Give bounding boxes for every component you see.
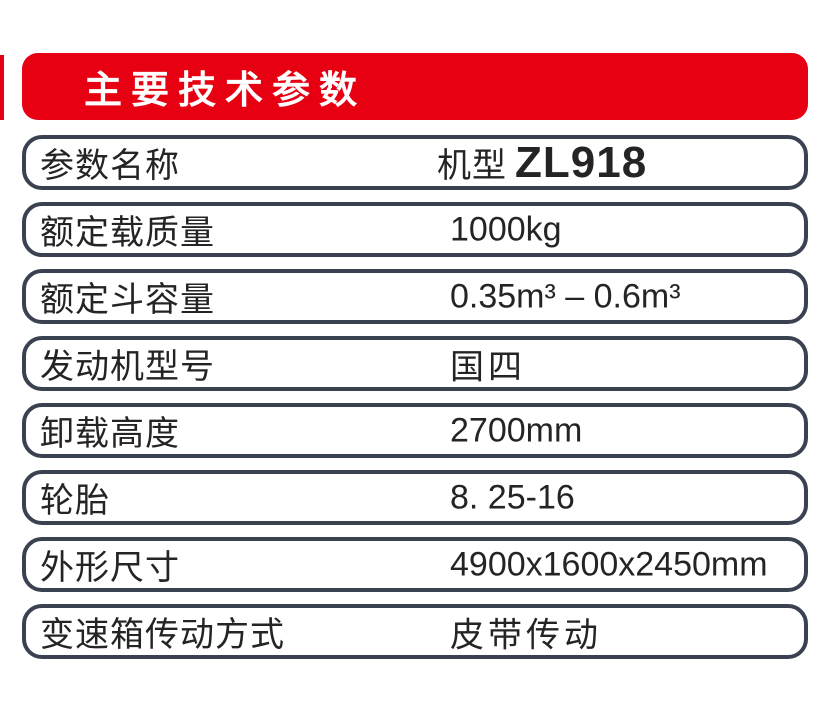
- row-value: 国四: [450, 348, 526, 386]
- table-row-tires: 轮胎 8. 25-16: [22, 470, 808, 525]
- row-label: 参数名称: [40, 147, 180, 185]
- row-label: 额定载质量: [40, 214, 215, 252]
- row-value: 2700mm: [450, 411, 583, 449]
- row-label: 外形尺寸: [40, 549, 180, 587]
- table-row-dimensions: 外形尺寸 4900x1600x2450mm: [22, 537, 808, 592]
- row-label: 额定斗容量: [40, 281, 215, 319]
- row-label: 变速箱传动方式: [40, 616, 285, 654]
- table-row-model: 参数名称 机型 ZL918: [22, 135, 808, 190]
- row-value: 1000kg: [450, 210, 562, 248]
- section-title: 主要技术参数: [84, 70, 367, 112]
- table-row-bucket-capacity: 额定斗容量 0.35m³ – 0.6m³: [22, 269, 808, 324]
- row-label: 卸载高度: [40, 415, 180, 453]
- row-label: 轮胎: [40, 482, 110, 520]
- row-label: 发动机型号: [40, 348, 215, 386]
- row-value: 机型 ZL918: [437, 138, 647, 188]
- row-value: 8. 25-16: [450, 478, 575, 516]
- spec-table: 参数名称 机型 ZL918 额定载质量 1000kg 额定斗容量 0.35m³ …: [22, 135, 808, 671]
- row-value: 4900x1600x2450mm: [450, 545, 768, 583]
- table-row-transmission: 变速箱传动方式 皮带传动: [22, 604, 808, 659]
- table-row-engine-model: 发动机型号 国四: [22, 336, 808, 391]
- row-value: 皮带传动: [450, 616, 602, 654]
- section-banner: 主要技术参数: [22, 53, 808, 120]
- table-row-dump-height: 卸载高度 2700mm: [22, 403, 808, 458]
- model-prefix: 机型: [437, 146, 507, 185]
- red-bleed-mark: [0, 55, 4, 120]
- model-number: ZL918: [515, 137, 648, 187]
- table-row-rated-load: 额定载质量 1000kg: [22, 202, 808, 257]
- row-value: 0.35m³ – 0.6m³: [450, 277, 681, 315]
